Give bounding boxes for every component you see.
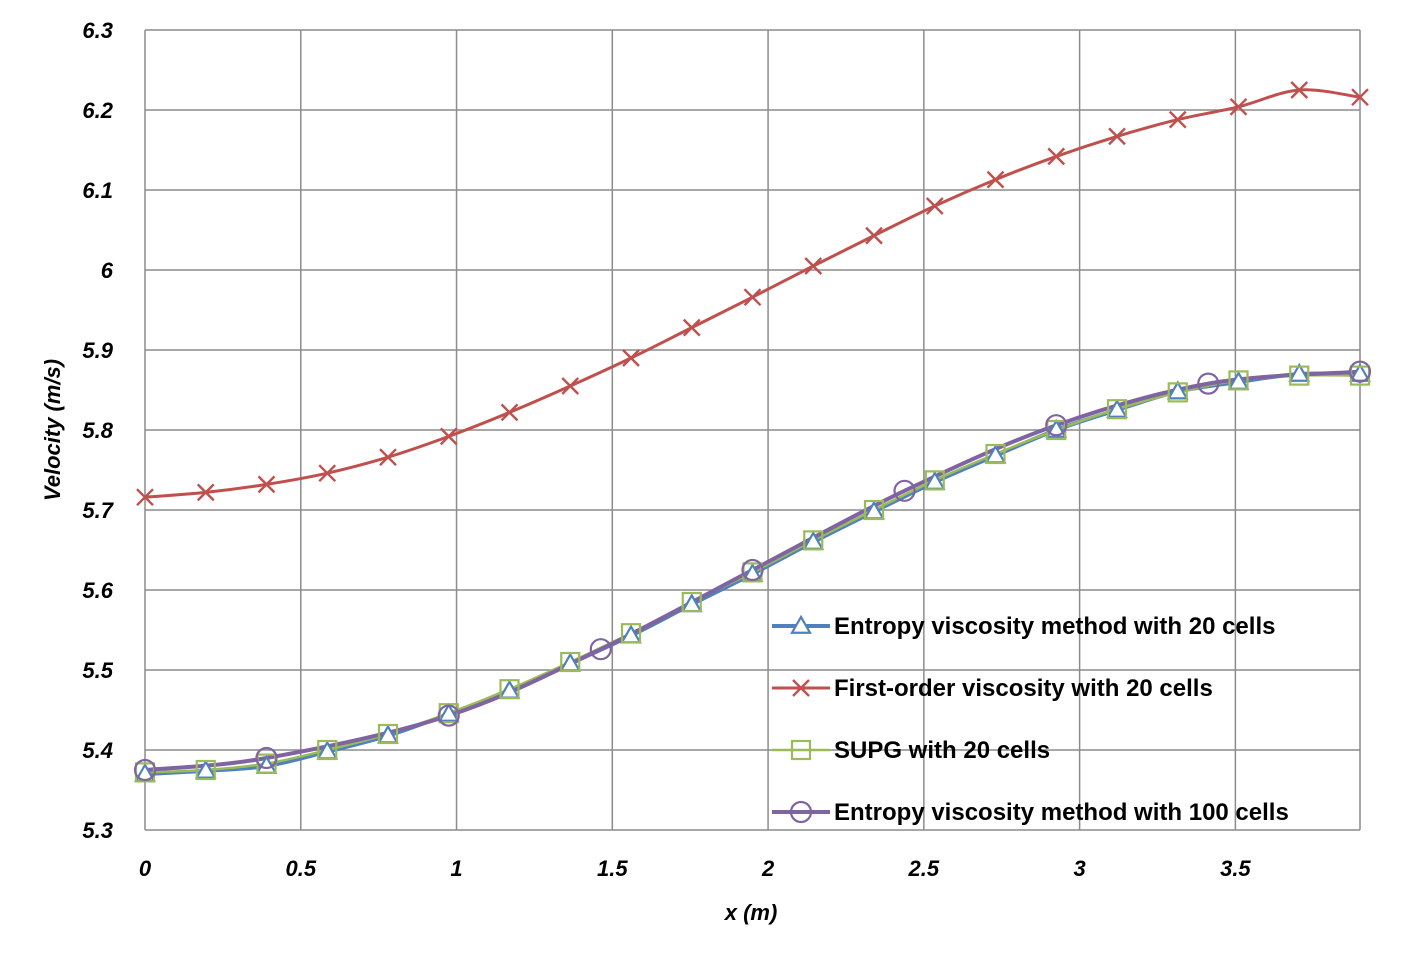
y-tick-labels: 5.3 5.4 5.5 5.6 5.7 5.8 5.9 6 6.1 6.2 6.3 bbox=[82, 18, 114, 843]
legend-item-2: First-order viscosity with 20 cells bbox=[772, 675, 1213, 702]
data-point bbox=[1348, 360, 1372, 383]
data-point bbox=[194, 759, 217, 779]
x-tick-label: 3 bbox=[1073, 856, 1085, 881]
legend-label: SUPG with 20 cells bbox=[834, 737, 1050, 764]
y-tick-label: 6.1 bbox=[82, 178, 113, 203]
data-point bbox=[561, 377, 580, 395]
data-point bbox=[1106, 399, 1128, 420]
data-point bbox=[1197, 372, 1220, 395]
data-point bbox=[1106, 398, 1128, 418]
data-point bbox=[560, 651, 581, 673]
series-markers bbox=[133, 81, 1372, 783]
legend-item-1: Entropy viscosity method with 20 cells bbox=[772, 613, 1275, 640]
data-point bbox=[439, 427, 458, 446]
data-point bbox=[1229, 97, 1248, 116]
series-points-4 bbox=[133, 360, 1372, 782]
x-tick-label: 2.5 bbox=[908, 856, 940, 881]
data-point bbox=[1166, 380, 1189, 400]
data-point bbox=[257, 475, 276, 494]
x-tick-label: 1.5 bbox=[597, 856, 628, 881]
y-tick-label: 6 bbox=[101, 258, 114, 283]
data-point bbox=[136, 488, 154, 507]
data-point bbox=[589, 638, 612, 661]
x-tick-labels: 0 0.5 1 1.5 2 2.5 3 3.5 bbox=[139, 856, 1252, 881]
legend-label: Entropy viscosity method with 100 cells bbox=[834, 799, 1289, 826]
data-point bbox=[1045, 418, 1068, 438]
legend: Entropy viscosity method with 20 cells Fi… bbox=[772, 613, 1289, 826]
series-points-2 bbox=[136, 81, 1369, 507]
data-point bbox=[196, 483, 215, 502]
data-point bbox=[986, 170, 1005, 189]
legend-swatch-marker bbox=[792, 679, 810, 697]
y-tick-label: 5.4 bbox=[82, 738, 113, 763]
x-tick-label: 1 bbox=[450, 856, 462, 881]
legend-item-3: SUPG with 20 cells bbox=[772, 737, 1050, 764]
y-axis-title: Velocity (m/s) bbox=[40, 359, 65, 501]
legend-swatch-marker bbox=[790, 614, 812, 634]
data-point bbox=[681, 591, 702, 613]
data-point bbox=[195, 759, 216, 781]
x-tick-label: 0 bbox=[139, 856, 152, 881]
data-point bbox=[1168, 110, 1187, 129]
x-axis-title: x (m) bbox=[724, 900, 778, 925]
data-point bbox=[1351, 88, 1369, 107]
data-point bbox=[924, 470, 945, 491]
series-lines bbox=[144, 88, 1361, 776]
data-point bbox=[500, 403, 519, 422]
data-point bbox=[741, 558, 764, 582]
data-point bbox=[133, 758, 157, 782]
data-point bbox=[437, 704, 460, 727]
y-tick-label: 5.7 bbox=[82, 498, 114, 523]
x-tick-label: 3.5 bbox=[1220, 856, 1251, 881]
data-point bbox=[1045, 414, 1068, 437]
data-point bbox=[499, 679, 520, 700]
data-point bbox=[377, 723, 399, 745]
y-tick-label: 6.3 bbox=[82, 18, 113, 43]
y-tick-label: 5.5 bbox=[82, 658, 113, 683]
data-point bbox=[318, 464, 337, 483]
legend-swatch-marker bbox=[789, 800, 813, 824]
y-tick-label: 5.9 bbox=[82, 338, 113, 363]
data-point bbox=[804, 257, 823, 275]
y-tick-label: 5.8 bbox=[82, 418, 113, 443]
data-point bbox=[317, 739, 338, 761]
data-point bbox=[1288, 362, 1311, 382]
legend-item-4: Entropy viscosity method with 100 cells bbox=[772, 799, 1289, 826]
data-point bbox=[985, 443, 1006, 465]
grid bbox=[144, 29, 1361, 831]
y-tick-label: 5.3 bbox=[82, 818, 113, 843]
data-point bbox=[1228, 370, 1249, 391]
data-point bbox=[682, 318, 701, 337]
legend-label: Entropy viscosity method with 20 cells bbox=[834, 613, 1275, 640]
data-point bbox=[255, 746, 278, 770]
data-point bbox=[1167, 382, 1188, 403]
data-point bbox=[1108, 127, 1126, 146]
data-point bbox=[437, 702, 460, 722]
x-tick-label: 2 bbox=[761, 856, 775, 881]
legend-label: First-order viscosity with 20 cells bbox=[834, 675, 1213, 702]
x-tick-label: 0.5 bbox=[285, 856, 316, 881]
data-point bbox=[1289, 365, 1310, 386]
data-point bbox=[743, 288, 762, 307]
data-point bbox=[622, 349, 640, 367]
data-point bbox=[803, 530, 824, 551]
legend-swatch-marker bbox=[790, 739, 812, 761]
data-point bbox=[620, 623, 642, 644]
data-point bbox=[1290, 81, 1309, 99]
y-tick-label: 6.2 bbox=[82, 98, 113, 123]
data-point bbox=[865, 226, 883, 245]
data-point bbox=[379, 448, 397, 467]
y-tick-label: 5.6 bbox=[82, 578, 113, 603]
data-point bbox=[1047, 147, 1066, 166]
series-line-2 bbox=[144, 88, 1361, 499]
data-point bbox=[925, 197, 944, 215]
data-point bbox=[863, 499, 885, 521]
data-point bbox=[893, 479, 916, 502]
